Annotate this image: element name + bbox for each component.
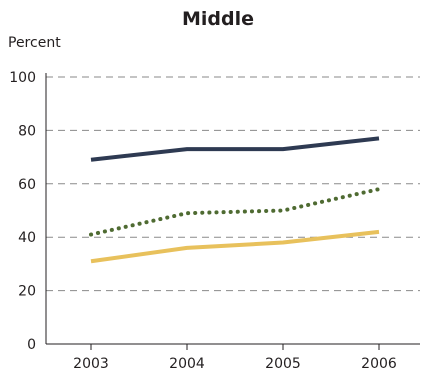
axes [45, 73, 420, 345]
series-line-1 [90, 136, 380, 162]
y-tick-label: 0 [27, 337, 36, 353]
y-tick-label: 100 [9, 70, 36, 86]
y-tick-label: 60 [18, 177, 36, 193]
x-tick-label: 2005 [265, 356, 301, 372]
y-tick-labels: 0 20 40 60 80 100 [9, 70, 36, 353]
x-tick-label: 2006 [361, 356, 397, 372]
series-lines [89, 136, 381, 264]
x-tick-label: 2003 [73, 356, 109, 372]
y-tick-label: 20 [18, 284, 36, 300]
chart-title: Middle [182, 8, 254, 30]
y-axis-label: Percent [8, 35, 61, 51]
gridlines [46, 76, 420, 292]
x-tick-label: 2004 [169, 356, 205, 372]
y-tick-label: 80 [18, 123, 36, 139]
y-tick-label: 40 [18, 230, 36, 246]
x-tick-labels: 2003 2004 2005 2006 [73, 344, 397, 372]
series-line-2 [89, 187, 381, 237]
series-line-3 [90, 229, 380, 264]
